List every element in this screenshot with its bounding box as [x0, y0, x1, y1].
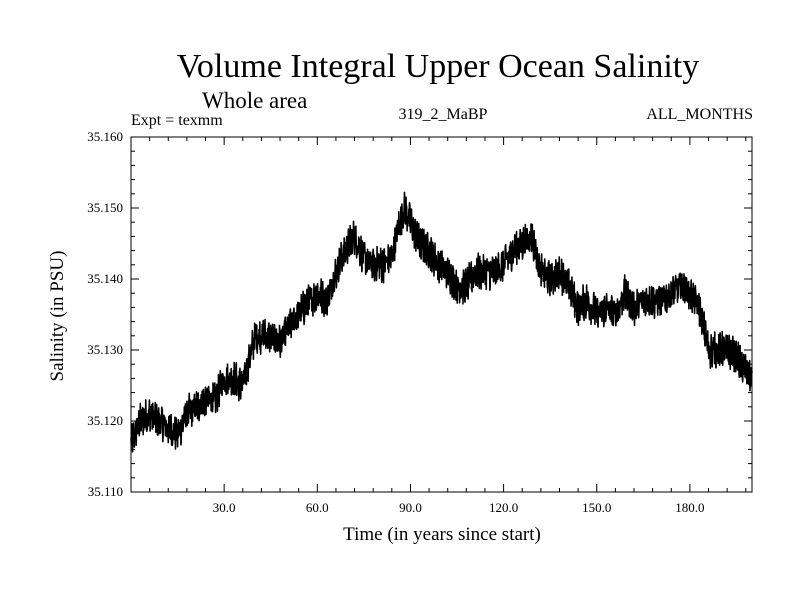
chart-subtitle: Whole area [202, 88, 308, 113]
x-tick-label: 180.0 [675, 500, 704, 515]
experiment-label: Expt = texmm [131, 112, 223, 129]
y-tick-label: 35.140 [87, 271, 123, 286]
y-axis-label: Salinity (in PSU) [47, 251, 68, 382]
y-tick-label: 35.160 [87, 129, 123, 144]
y-tick-label: 35.130 [87, 342, 123, 357]
period-label: ALL_MONTHS [646, 106, 753, 123]
x-tick-label: 30.0 [213, 500, 236, 515]
y-tick-label: 35.120 [87, 413, 123, 428]
x-axis: 30.0 60.0 90.0 120.0 150.0 180.0 [130, 137, 747, 515]
x-axis-label: Time (in years since start) [343, 524, 541, 545]
plot-frame [130, 136, 753, 493]
x-tick-label: 150.0 [582, 500, 611, 515]
salinity-series-line [130, 191, 753, 453]
y-axis: 35.110 35.120 35.130 35.140 35.150 35.160 [87, 129, 752, 499]
x-tick-label: 60.0 [306, 500, 329, 515]
y-tick-label: 35.110 [88, 484, 123, 499]
x-tick-label: 120.0 [489, 500, 518, 515]
y-tick-label: 35.150 [87, 200, 123, 215]
run-id-label: 319_2_MaBP [398, 106, 488, 123]
chart-title: Volume Integral Upper Ocean Salinity [176, 48, 700, 85]
x-tick-label: 90.0 [399, 500, 422, 515]
